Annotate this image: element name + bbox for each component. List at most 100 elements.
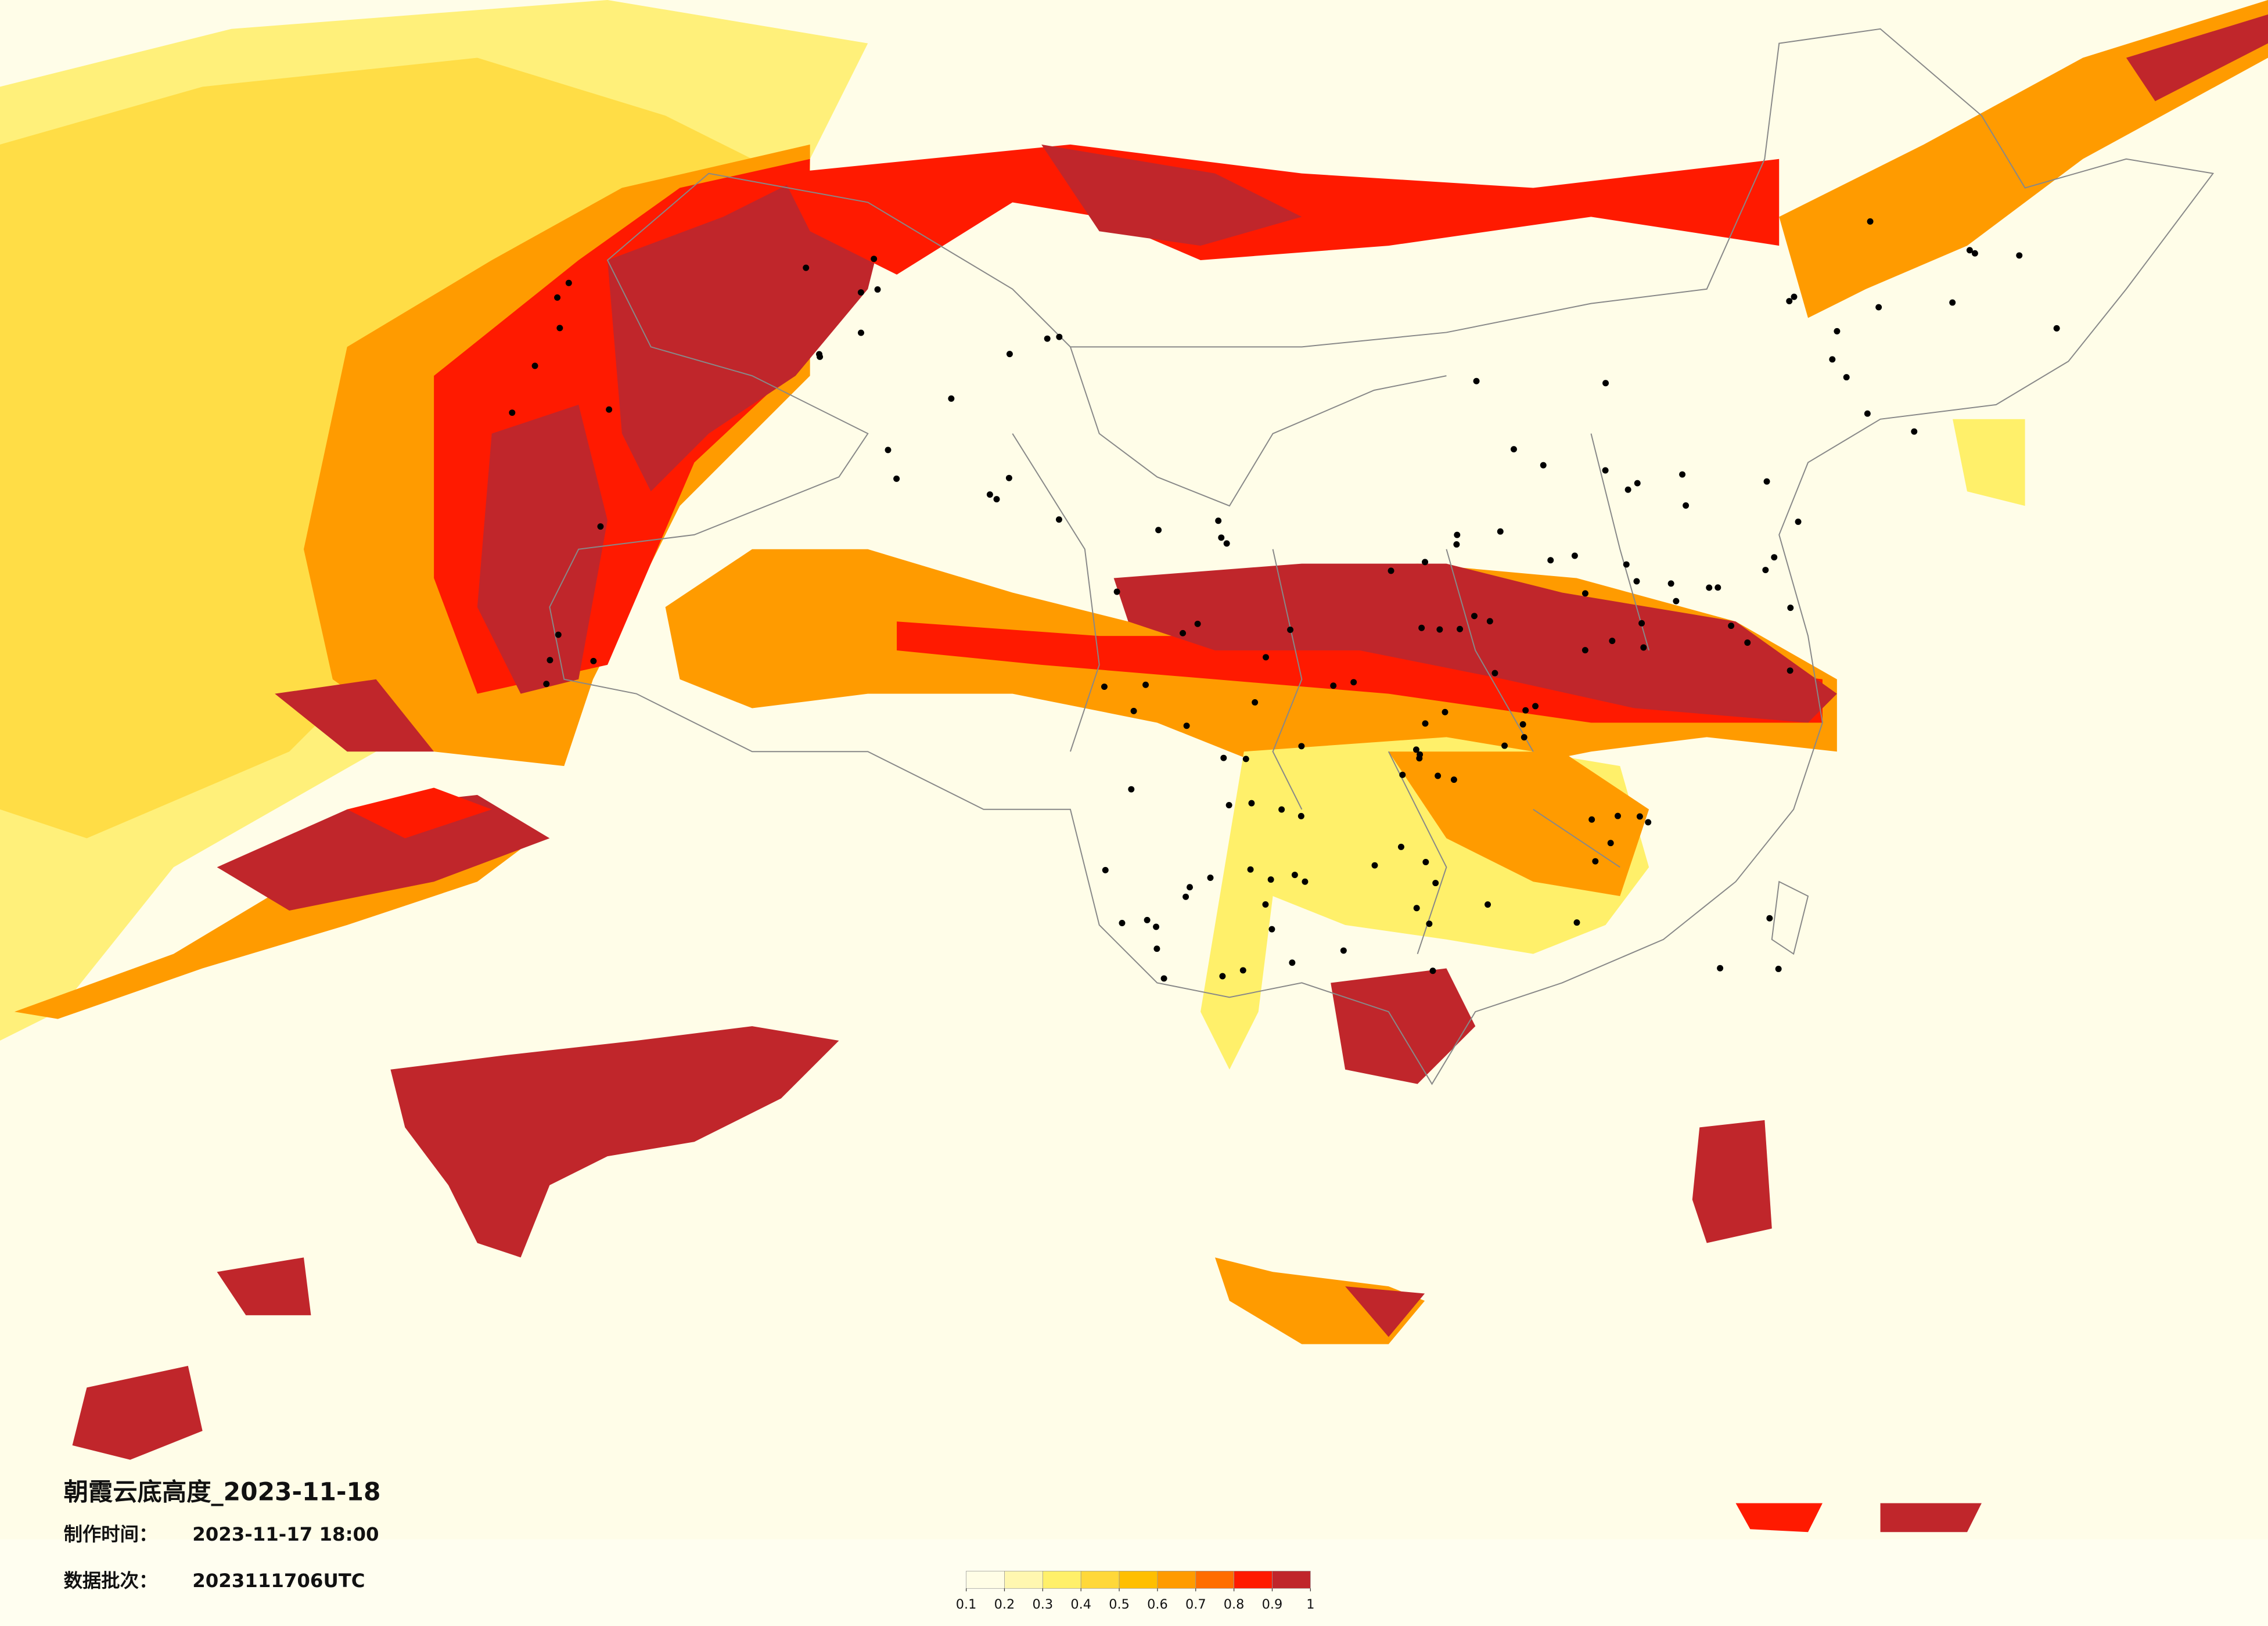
city-dot xyxy=(1867,218,1874,225)
city-dot xyxy=(1291,872,1298,879)
city-dot xyxy=(1426,920,1433,927)
city-dot xyxy=(1638,620,1645,627)
city-dot xyxy=(1602,380,1609,387)
city-dot xyxy=(1645,819,1652,826)
city-dot xyxy=(1006,351,1013,358)
city-dot xyxy=(1183,722,1190,729)
city-dot xyxy=(893,475,900,482)
city-dot xyxy=(1519,721,1526,728)
city-dot xyxy=(1263,654,1269,661)
city-dot xyxy=(1473,377,1480,384)
city-dot xyxy=(1762,567,1769,574)
city-dot xyxy=(1225,802,1232,808)
city-dot xyxy=(1412,746,1419,753)
city-dot xyxy=(565,279,572,286)
colorbar-label: 0.3 xyxy=(1033,1597,1054,1612)
city-dot xyxy=(1330,682,1337,689)
color-swatch xyxy=(1042,1571,1081,1589)
color-swatch xyxy=(1272,1571,1311,1589)
city-dot xyxy=(1834,328,1841,334)
city-dot xyxy=(1102,866,1109,873)
city-dot xyxy=(1471,613,1478,620)
city-dot xyxy=(1219,973,1226,980)
color-swatch xyxy=(966,1571,1005,1589)
city-dot xyxy=(1371,862,1378,869)
colorbar-label: 0.6 xyxy=(1147,1597,1168,1612)
city-dot xyxy=(1422,559,1429,566)
city-dot xyxy=(1215,517,1222,524)
made-time: 2023-11-17 18:00 xyxy=(192,1523,379,1545)
city-dot xyxy=(1497,528,1504,535)
city-dot xyxy=(1113,588,1120,595)
city-dot xyxy=(2053,325,2060,332)
city-dot xyxy=(1949,299,1956,306)
city-dot xyxy=(1636,813,1643,820)
city-dot xyxy=(1044,335,1051,342)
city-dot xyxy=(874,286,881,293)
city-dot xyxy=(1875,304,1882,311)
city-dot xyxy=(1207,875,1214,881)
city-dot xyxy=(816,351,822,358)
city-dot xyxy=(1843,374,1850,381)
city-dot xyxy=(1787,667,1793,674)
city-dot xyxy=(1787,605,1794,611)
color-swatch xyxy=(1119,1571,1158,1589)
city-dot xyxy=(1248,800,1255,807)
city-dot xyxy=(1786,298,1793,305)
city-dot xyxy=(1763,478,1770,485)
city-dot xyxy=(1547,557,1554,564)
city-markers xyxy=(509,218,2060,982)
city-dot xyxy=(2016,252,2023,259)
city-dot xyxy=(1180,629,1186,636)
city-dot xyxy=(1667,580,1674,587)
city-dot xyxy=(1609,638,1616,645)
city-dot xyxy=(1486,618,1493,625)
city-dot xyxy=(531,362,538,369)
caption: 朝霞云底高度_2023-11-18 制作时间： 2023-11-17 18:00… xyxy=(64,1477,381,1591)
colorbar-label: 0.7 xyxy=(1185,1597,1206,1612)
city-dot xyxy=(1728,623,1735,629)
city-dot xyxy=(1795,518,1802,525)
color-swatch xyxy=(1234,1571,1273,1589)
colorbar-label: 0.5 xyxy=(1109,1597,1130,1612)
city-dot xyxy=(1715,584,1721,591)
city-dot xyxy=(1267,876,1274,883)
city-dot xyxy=(1442,708,1448,715)
city-dot xyxy=(1683,502,1690,509)
city-dot xyxy=(1252,699,1259,706)
city-dot xyxy=(1485,901,1491,908)
batch: 2023111706UTC xyxy=(192,1570,365,1592)
colorbar-label: 0.2 xyxy=(994,1597,1015,1612)
color-swatch xyxy=(1195,1571,1234,1589)
city-dot xyxy=(986,491,993,498)
city-dot xyxy=(1399,771,1406,778)
city-dot xyxy=(1005,474,1012,481)
city-dot xyxy=(1615,812,1621,819)
city-dot xyxy=(1510,446,1517,453)
city-dot xyxy=(1607,840,1614,847)
city-dot xyxy=(1435,772,1442,779)
city-dot xyxy=(1771,554,1778,561)
city-dot xyxy=(871,256,878,262)
city-dot xyxy=(1187,884,1193,891)
borders xyxy=(549,28,2215,1085)
city-dot xyxy=(1521,734,1527,741)
city-dot xyxy=(1297,812,1304,819)
city-dot xyxy=(1101,684,1108,690)
city-dot xyxy=(1220,754,1227,761)
city-dot xyxy=(1388,567,1394,574)
city-dot xyxy=(1160,975,1167,982)
city-dot xyxy=(1744,639,1751,646)
city-dot xyxy=(1287,627,1294,633)
city-dot xyxy=(509,409,516,416)
city-dot xyxy=(556,325,563,332)
color-swatch xyxy=(1004,1571,1043,1589)
city-dot xyxy=(885,447,892,454)
city-dot xyxy=(1634,480,1641,487)
city-dot xyxy=(1453,541,1460,548)
city-dot xyxy=(1302,878,1309,885)
city-dot xyxy=(857,289,864,296)
city-dot xyxy=(858,329,864,336)
city-dot xyxy=(803,264,810,271)
